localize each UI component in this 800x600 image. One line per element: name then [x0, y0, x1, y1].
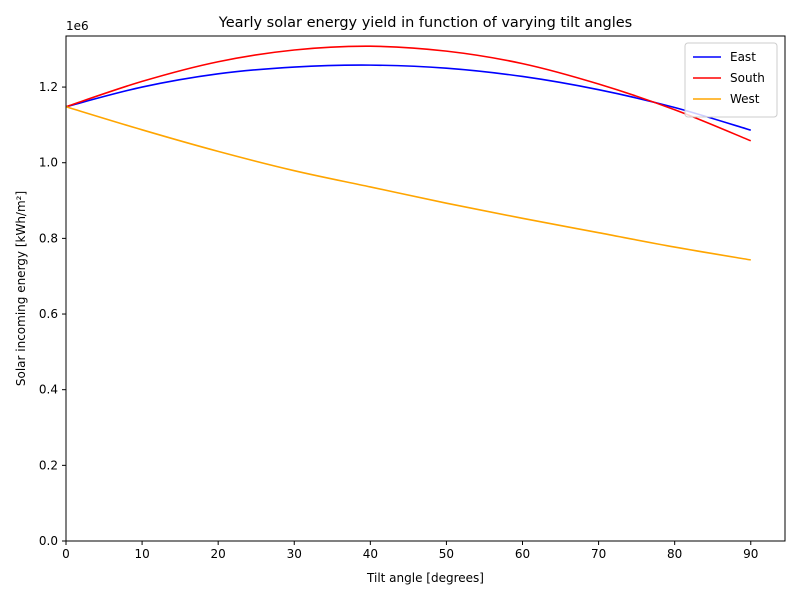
- x-tick-label: 50: [439, 547, 454, 561]
- x-tick-label: 80: [667, 547, 682, 561]
- x-axis-label: Tilt angle [degrees]: [366, 571, 484, 585]
- y-tick-label: 0.4: [39, 383, 58, 397]
- y-offset-label: 1e6: [66, 19, 89, 33]
- y-tick-label: 0.6: [39, 307, 58, 321]
- x-tick-label: 40: [363, 547, 378, 561]
- series-layer: [65, 45, 752, 261]
- x-axis: 0 10 20 30 40 50 60 70 80 90: [62, 541, 758, 561]
- x-tick-label: 10: [134, 547, 149, 561]
- x-tick-label: 0: [62, 547, 70, 561]
- legend: East South West: [684, 42, 778, 118]
- series-line-west: [65, 105, 751, 261]
- y-tick-label: 1.0: [39, 156, 58, 170]
- legend-label-south: South: [730, 71, 765, 85]
- x-tick-label: 70: [591, 547, 606, 561]
- y-tick-label: 0.0: [39, 534, 58, 548]
- y-axis: 0.0 0.2 0.4 0.6 0.8 1.0 1.2: [39, 80, 66, 548]
- x-tick-label: 30: [287, 547, 302, 561]
- x-tick-label: 60: [515, 547, 530, 561]
- y-tick-label: 1.2: [39, 80, 58, 94]
- legend-label-east: East: [730, 50, 756, 64]
- chart-title: Yearly solar energy yield in function of…: [218, 15, 632, 31]
- y-tick-label: 0.8: [39, 231, 58, 245]
- y-axis-label: Solar incoming energy [kWh/m²]: [14, 191, 28, 386]
- series-line-east: [65, 64, 751, 131]
- x-tick-label: 20: [211, 547, 226, 561]
- axes-frame: [65, 35, 786, 542]
- series-line-south: [65, 45, 752, 142]
- y-tick-label: 0.2: [39, 458, 58, 472]
- legend-label-west: West: [730, 92, 760, 106]
- x-tick-label: 90: [743, 547, 758, 561]
